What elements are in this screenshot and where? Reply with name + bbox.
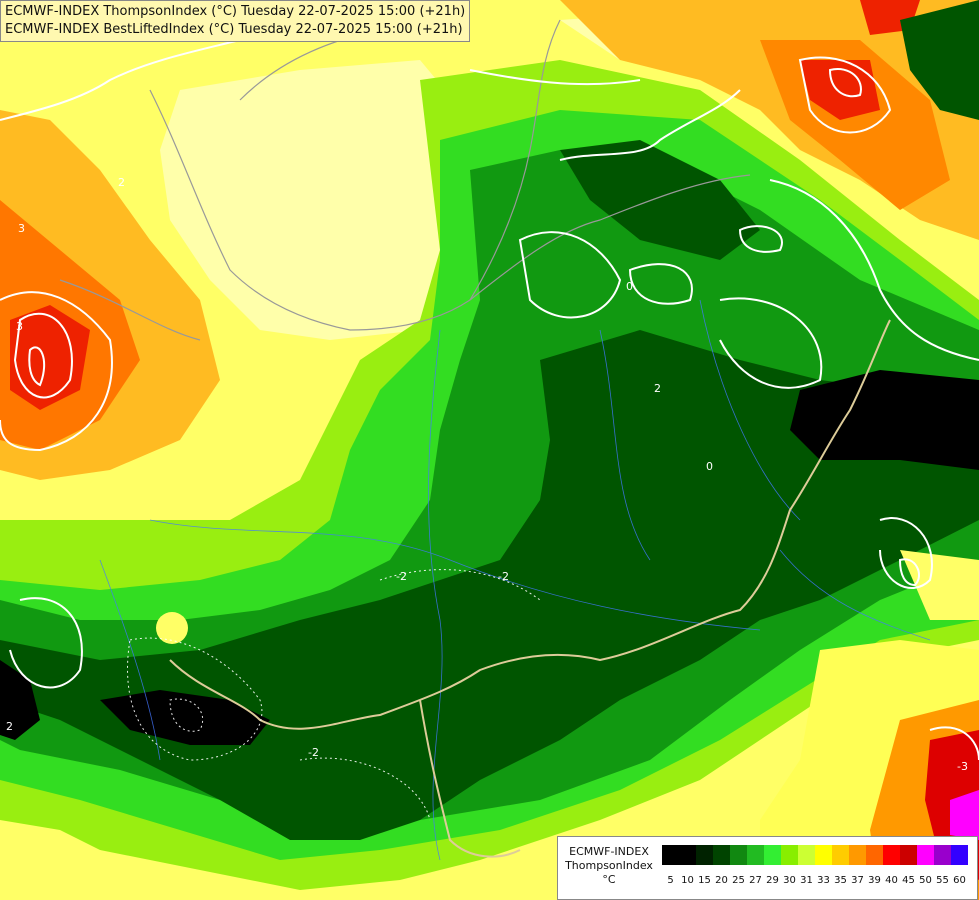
legend-tick-label: 40 (885, 875, 898, 886)
legend-tick-label: 33 (817, 875, 830, 886)
legend-tick-label: 5 (667, 875, 674, 886)
legend-swatch (713, 845, 730, 865)
title-line-thompson-index: ECMWF-INDEX ThompsonIndex (°C) Tuesday 2… (5, 4, 466, 19)
yellow-region-southwest (0, 820, 130, 900)
legend-swatch (798, 845, 815, 865)
legend-swatch (934, 845, 951, 865)
color-legend: ECMWF-INDEX ThompsonIndex °C 5 10 15 20 25 27… (557, 836, 978, 900)
contour-label: 3 (18, 222, 25, 235)
legend-tick-label: 55 (936, 875, 949, 886)
black-region-east (790, 370, 979, 470)
border-line-tan-south (419, 699, 521, 858)
legend-tick-label: 39 (868, 875, 881, 886)
legend-label-unit: °C (602, 873, 616, 886)
legend-tick-label: 27 (749, 875, 762, 886)
yellow-spot-west (156, 612, 188, 644)
legend-swatch (917, 845, 934, 865)
legend-swatch (730, 845, 747, 865)
yellow-region-east (900, 550, 979, 620)
lifted-index-contours (0, 39, 979, 761)
legend-swatch (815, 845, 832, 865)
legend-ticks: 5 10 15 20 25 27 29 30 31 33 35 37 39 40 45 50 55 60 (662, 875, 968, 886)
map-title: ECMWF-INDEX ThompsonIndex (°C) Tuesday 2… (0, 0, 471, 42)
legend-swatch (866, 845, 883, 865)
legend-tick-label: 25 (732, 875, 745, 886)
legend-swatches (662, 845, 968, 865)
legend-tick-label: 50 (919, 875, 932, 886)
contour-label: -3 (957, 760, 968, 773)
legend-swatch (883, 845, 900, 865)
legend-label-parameter: ThompsonIndex (565, 859, 653, 872)
contour-label: 2 (654, 382, 661, 395)
legend-tick-label: 29 (766, 875, 779, 886)
legend-tick-label: 35 (834, 875, 847, 886)
title-line-best-lifted-index: ECMWF-INDEX BestLiftedIndex (°C) Tuesday… (5, 22, 463, 37)
legend-swatch (747, 845, 764, 865)
legend-swatch (900, 845, 917, 865)
legend-tick-label: 37 (851, 875, 864, 886)
legend-swatch (951, 845, 968, 865)
border-line-tan (169, 319, 891, 730)
contour-label: -2 (308, 746, 319, 759)
dark-green-region-ne (900, 0, 979, 120)
black-region-southwest (100, 690, 270, 745)
contour-label: -2 (498, 570, 509, 583)
legend-label-model: ECMWF-INDEX (569, 845, 649, 858)
contour-label: 0 (706, 460, 713, 473)
rivers (99, 299, 931, 861)
contour-labels: 2 -2 3 3 0 -2 -2 2 -3 -2 0 2 (6, 176, 968, 773)
legend-swatch (764, 845, 781, 865)
dark-green-region-north (560, 140, 760, 260)
legend-swatch (849, 845, 866, 865)
legend-swatch (679, 845, 696, 865)
legend-tick-label: 31 (800, 875, 813, 886)
magenta-region-southeast (950, 790, 979, 840)
legend-tick-label: 20 (715, 875, 728, 886)
red-region-northeast (800, 60, 880, 120)
contour-label: 2 (118, 176, 125, 189)
pale-yellow-region (160, 60, 470, 340)
contour-label: 2 (6, 720, 13, 733)
red-region-west (10, 305, 90, 410)
legend-label: ECMWF-INDEX ThompsonIndex °C (562, 845, 656, 887)
legend-tick-label: 30 (783, 875, 796, 886)
legend-tick-label: 10 (681, 875, 694, 886)
legend-swatch (832, 845, 849, 865)
contour-label: 0 (626, 280, 633, 293)
legend-swatch (662, 845, 679, 865)
legend-swatch (696, 845, 713, 865)
lifted-index-dotted-contours (127, 569, 541, 821)
contour-label: 3 (16, 320, 23, 333)
legend-swatch (781, 845, 798, 865)
contour-label: -2 (396, 570, 407, 583)
legend-tick-label: 60 (953, 875, 966, 886)
legend-tick-label: 45 (902, 875, 915, 886)
legend-tick-label: 15 (698, 875, 711, 886)
